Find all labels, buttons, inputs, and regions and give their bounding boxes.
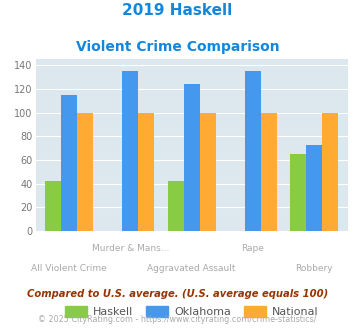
Bar xyxy=(138,113,154,231)
Bar xyxy=(306,145,322,231)
Text: All Violent Crime: All Violent Crime xyxy=(31,264,107,273)
Text: Violent Crime Comparison: Violent Crime Comparison xyxy=(76,40,279,53)
Bar xyxy=(168,181,184,231)
Bar xyxy=(77,113,93,231)
Text: Aggravated Assault: Aggravated Assault xyxy=(147,264,236,273)
Bar xyxy=(200,113,215,231)
Bar xyxy=(61,95,77,231)
Bar xyxy=(122,71,138,231)
Bar xyxy=(322,113,338,231)
Text: Compared to U.S. average. (U.S. average equals 100): Compared to U.S. average. (U.S. average … xyxy=(27,289,328,299)
Text: Robbery: Robbery xyxy=(295,264,333,273)
Bar xyxy=(290,154,306,231)
Bar xyxy=(45,181,61,231)
Text: Murder & Mans...: Murder & Mans... xyxy=(92,244,169,253)
Bar xyxy=(184,84,200,231)
Text: Rape: Rape xyxy=(241,244,264,253)
Bar xyxy=(261,113,277,231)
Text: 2019 Haskell: 2019 Haskell xyxy=(122,3,233,18)
Bar xyxy=(245,71,261,231)
Text: © 2025 CityRating.com - https://www.cityrating.com/crime-statistics/: © 2025 CityRating.com - https://www.city… xyxy=(38,315,317,324)
Legend: Haskell, Oklahoma, National: Haskell, Oklahoma, National xyxy=(60,302,323,322)
